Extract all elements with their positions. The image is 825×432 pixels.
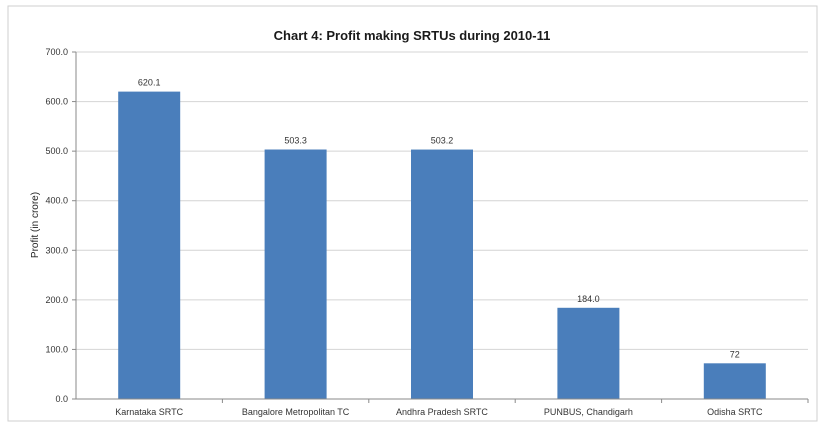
bar [118, 91, 181, 399]
bars: 620.1 503.3 503.2 184.0 72 [118, 78, 766, 399]
bar [411, 149, 473, 399]
bar-value-label: 503.3 [284, 136, 307, 146]
x-tick-label: PUNBUS, Chandigarh [544, 407, 633, 417]
bar-value-label: 72 [730, 349, 740, 359]
y-tick-label: 400.0 [45, 196, 68, 206]
y-tick-label: 200.0 [45, 295, 68, 305]
y-tick-label: 700.0 [45, 47, 68, 57]
chart-title: Chart 4: Profit making SRTUs during 2010… [274, 28, 551, 43]
bar [557, 307, 620, 399]
x-tick-label: Bangalore Metropolitan TC [242, 407, 350, 417]
y-axis-label: Profit (in crore) [30, 192, 41, 258]
y-axis-ticks: 0.0 100.0 200.0 300.0 400.0 500.0 600.0 700.0 [45, 47, 76, 404]
x-tick-label: Karnataka SRTC [115, 407, 183, 417]
y-tick-label: 0.0 [55, 394, 68, 404]
y-tick-label: 300.0 [45, 245, 68, 255]
bar-value-label: 503.2 [431, 136, 454, 146]
x-tick-label: Andhra Pradesh SRTC [396, 407, 488, 417]
y-tick-label: 600.0 [45, 97, 68, 107]
bar [264, 149, 327, 399]
y-tick-label: 100.0 [45, 344, 68, 354]
x-axis-tick-labels: Karnataka SRTC Bangalore Metropolitan TC A… [115, 399, 809, 417]
x-tick-label: Odisha SRTC [707, 407, 763, 417]
bar-value-label: 620.1 [138, 78, 161, 88]
bar [703, 363, 766, 399]
y-tick-label: 500.0 [45, 146, 68, 156]
bar-value-label: 184.0 [577, 294, 600, 304]
